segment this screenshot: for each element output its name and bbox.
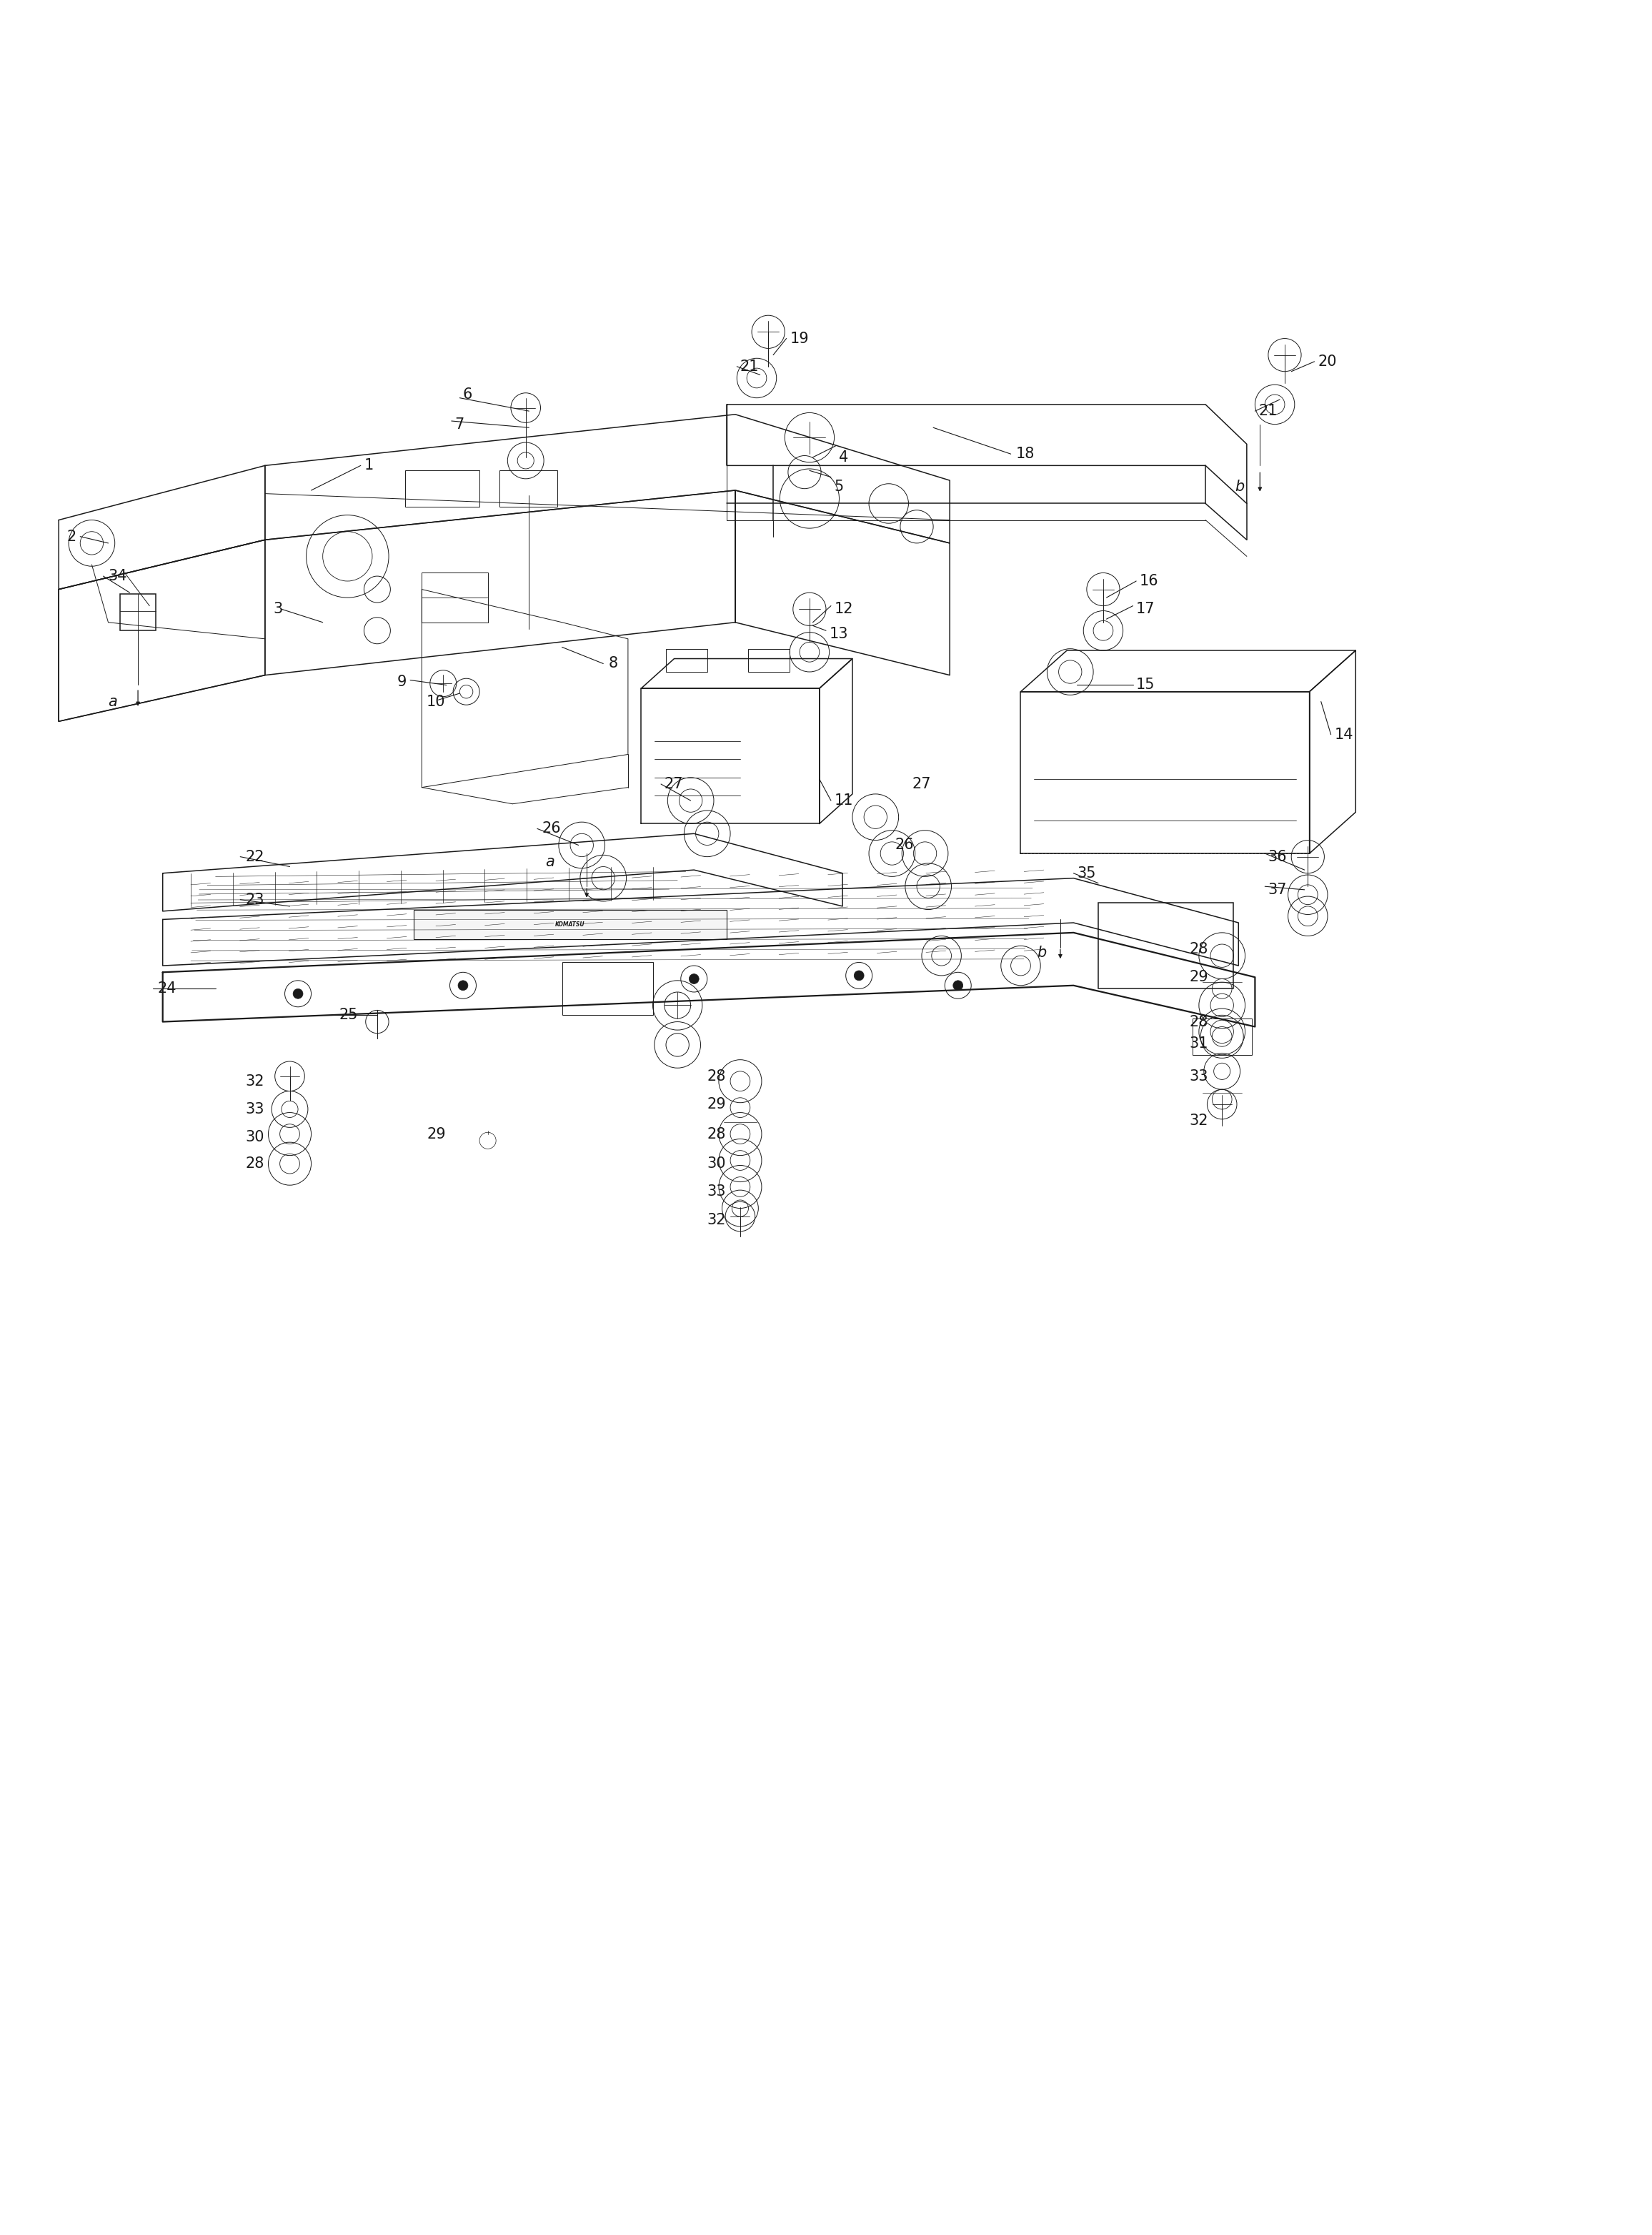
- Text: 32: 32: [707, 1214, 727, 1227]
- Text: b: b: [1236, 481, 1244, 494]
- Text: 14: 14: [1335, 726, 1353, 742]
- Text: 21: 21: [1259, 405, 1277, 418]
- Text: 28: 28: [707, 1068, 725, 1084]
- Text: 20: 20: [1318, 355, 1336, 369]
- Text: 30: 30: [244, 1131, 264, 1144]
- Text: 24: 24: [157, 981, 177, 997]
- Text: 36: 36: [1269, 849, 1287, 865]
- Text: 18: 18: [1016, 447, 1034, 460]
- Text: 29: 29: [1189, 970, 1208, 983]
- Circle shape: [458, 981, 468, 990]
- Circle shape: [292, 988, 302, 999]
- Text: 10: 10: [426, 695, 446, 708]
- Text: 33: 33: [244, 1102, 264, 1118]
- Text: 28: 28: [1189, 941, 1208, 957]
- Text: 6: 6: [463, 387, 472, 402]
- Text: 28: 28: [1189, 1015, 1208, 1028]
- Text: 33: 33: [707, 1185, 727, 1198]
- Text: 32: 32: [1189, 1113, 1208, 1129]
- Text: 22: 22: [244, 849, 264, 865]
- Text: 19: 19: [790, 331, 809, 346]
- Bar: [499, 472, 557, 507]
- Text: 3: 3: [273, 601, 282, 617]
- Text: 8: 8: [608, 657, 618, 671]
- Text: 26: 26: [542, 822, 562, 836]
- Text: 1: 1: [363, 458, 373, 472]
- Text: a: a: [545, 854, 555, 869]
- Circle shape: [854, 970, 864, 981]
- Text: 11: 11: [834, 793, 852, 807]
- Circle shape: [689, 974, 699, 983]
- Bar: [121, 595, 155, 630]
- Text: 29: 29: [707, 1097, 727, 1111]
- Text: 13: 13: [829, 626, 847, 641]
- Text: KOMATSU: KOMATSU: [555, 921, 585, 928]
- Circle shape: [953, 981, 963, 990]
- Bar: [666, 648, 707, 673]
- Text: 17: 17: [1137, 601, 1155, 617]
- Text: 25: 25: [339, 1008, 358, 1021]
- Text: 34: 34: [109, 570, 127, 583]
- Text: a: a: [109, 695, 117, 708]
- Text: 35: 35: [1077, 867, 1095, 881]
- Text: 27: 27: [664, 778, 684, 791]
- Text: 28: 28: [707, 1126, 725, 1142]
- Text: 23: 23: [244, 892, 264, 907]
- Text: 21: 21: [740, 360, 760, 373]
- Text: 37: 37: [1269, 883, 1287, 896]
- Text: 2: 2: [68, 530, 76, 543]
- Bar: [562, 963, 653, 1015]
- Bar: [421, 572, 487, 621]
- Text: 32: 32: [244, 1075, 264, 1088]
- Text: 31: 31: [1189, 1037, 1208, 1050]
- Bar: [1193, 1019, 1252, 1055]
- Text: 15: 15: [1137, 677, 1155, 693]
- Text: 12: 12: [834, 601, 852, 617]
- Text: 7: 7: [454, 418, 464, 431]
- Text: 26: 26: [895, 838, 914, 852]
- Bar: [413, 910, 727, 939]
- Bar: [748, 648, 790, 673]
- Bar: [405, 472, 479, 507]
- Text: 33: 33: [1189, 1068, 1208, 1084]
- Text: 4: 4: [839, 449, 849, 465]
- Text: b: b: [1037, 945, 1047, 959]
- Text: 16: 16: [1140, 574, 1158, 588]
- Text: 5: 5: [834, 481, 844, 494]
- Text: 29: 29: [426, 1126, 446, 1142]
- Text: 30: 30: [707, 1155, 727, 1171]
- Text: 27: 27: [912, 778, 930, 791]
- Text: 9: 9: [396, 675, 406, 688]
- Text: 28: 28: [244, 1155, 264, 1171]
- Bar: [1099, 903, 1234, 988]
